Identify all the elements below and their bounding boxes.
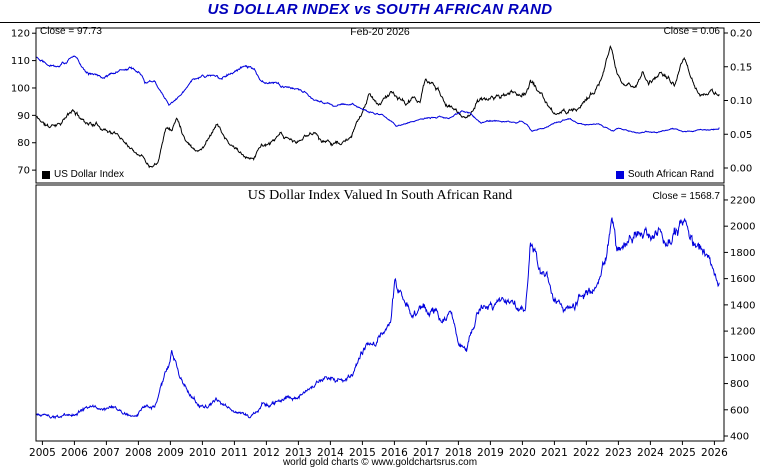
- bottom-chart-title: US Dollar Index Valued In South African …: [247, 188, 513, 203]
- svg-text:800: 800: [730, 379, 749, 390]
- svg-text:0.05: 0.05: [730, 130, 752, 141]
- svg-text:0.20: 0.20: [730, 28, 752, 39]
- svg-text:90: 90: [17, 111, 30, 122]
- chart-canvas: 70 80 90 100 110 120 0.00 0.05 0.10 0.15 0.20 400 60…: [11, 27, 755, 459]
- svg-text:2018: 2018: [445, 447, 472, 459]
- svg-text:2000: 2000: [730, 222, 755, 233]
- legend-swatch-rand-icon: [615, 170, 624, 179]
- legend-rand-label: South African Rand: [627, 169, 714, 180]
- svg-text:2007: 2007: [93, 447, 120, 459]
- svg-text:400: 400: [730, 432, 749, 443]
- legend-usdx-label: US Dollar Index: [54, 169, 125, 180]
- svg-text:2017: 2017: [413, 447, 440, 459]
- svg-text:0.10: 0.10: [730, 96, 752, 107]
- svg-text:1000: 1000: [730, 353, 755, 364]
- svg-text:1600: 1600: [730, 274, 755, 285]
- svg-text:1200: 1200: [730, 327, 755, 338]
- svg-text:120: 120: [11, 29, 30, 40]
- svg-text:2020: 2020: [509, 447, 536, 459]
- bottom-chart-close-label: Close = 1568.7: [652, 191, 720, 202]
- svg-text:2011: 2011: [221, 447, 248, 459]
- svg-text:100: 100: [11, 83, 30, 94]
- svg-text:1800: 1800: [730, 248, 755, 259]
- legend-south-african-rand: South African Rand: [613, 169, 716, 180]
- svg-text:0.15: 0.15: [730, 62, 752, 73]
- svg-text:2024: 2024: [637, 447, 664, 459]
- svg-text:2025: 2025: [669, 447, 696, 459]
- svg-text:80: 80: [17, 138, 30, 149]
- svg-text:70: 70: [17, 166, 30, 177]
- legend-us-dollar-index: US Dollar Index: [40, 169, 127, 180]
- svg-text:2015: 2015: [349, 447, 376, 459]
- top-chart-close-rand-label: Close = 0.06: [663, 26, 720, 37]
- legend-swatch-usdx-icon: [42, 170, 50, 179]
- svg-text:2021: 2021: [541, 447, 568, 459]
- svg-text:2008: 2008: [125, 447, 152, 459]
- top-chart-date-label: Feb-20 2026: [350, 26, 410, 38]
- top-chart-close-usdx-label: Close = 97.73: [40, 26, 102, 37]
- svg-text:2200: 2200: [730, 195, 755, 206]
- svg-text:2010: 2010: [189, 447, 216, 459]
- svg-text:2023: 2023: [605, 447, 632, 459]
- svg-text:600: 600: [730, 405, 749, 416]
- svg-text:2006: 2006: [61, 447, 88, 459]
- svg-text:0.00: 0.00: [730, 164, 752, 175]
- svg-text:2016: 2016: [381, 447, 408, 459]
- svg-text:2012: 2012: [253, 447, 280, 459]
- svg-text:2005: 2005: [29, 447, 56, 459]
- svg-text:2022: 2022: [573, 447, 600, 459]
- svg-text:2009: 2009: [157, 447, 184, 459]
- svg-text:2014: 2014: [317, 447, 344, 459]
- svg-text:2019: 2019: [477, 447, 504, 459]
- page-title: US DOLLAR INDEX vs SOUTH AFRICAN RAND: [207, 1, 553, 18]
- svg-text:2026: 2026: [701, 447, 728, 459]
- title-divider: [0, 22, 760, 23]
- svg-text:110: 110: [11, 56, 30, 67]
- svg-text:1400: 1400: [730, 300, 755, 311]
- svg-text:2013: 2013: [285, 447, 312, 459]
- footer-credit: world gold charts © www.goldchartsrus.co…: [282, 457, 478, 468]
